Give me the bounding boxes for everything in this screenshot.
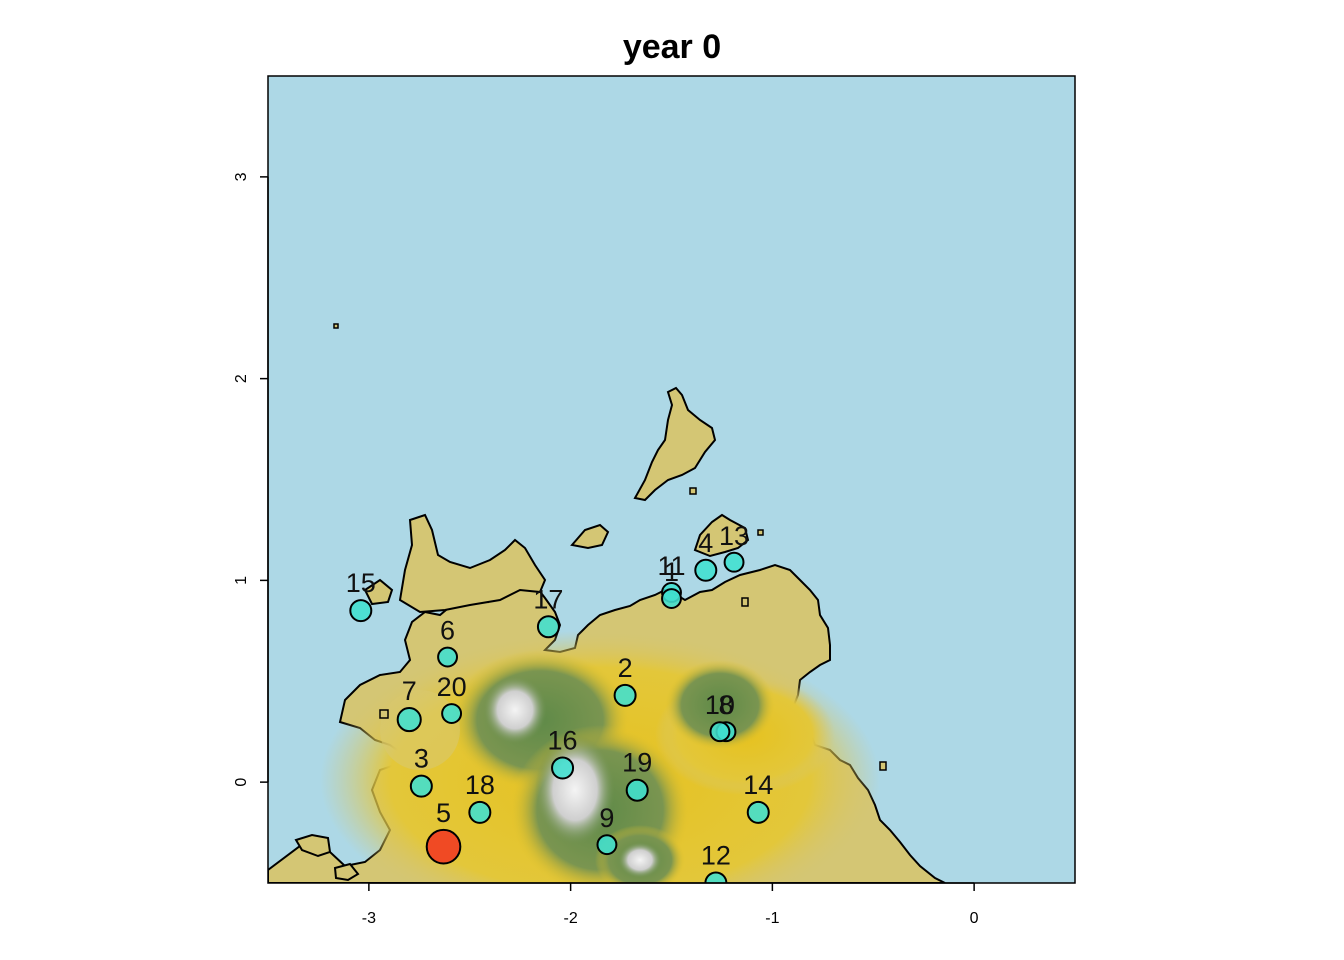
site-circle[interactable] xyxy=(625,778,649,802)
plot-area: 2 3 4 5 67 8 9 10 11 12 13 14 15 16 17 18 19 20 1 xyxy=(268,76,1075,894)
site-marker[interactable]: 3 xyxy=(409,744,433,798)
islet-g xyxy=(741,597,749,607)
site-circle[interactable] xyxy=(709,721,731,743)
plot-title: year 0 xyxy=(623,28,721,66)
site-marker[interactable]: 9 xyxy=(596,803,618,856)
site-label: 15 xyxy=(346,568,376,598)
site-label: 8 xyxy=(718,690,733,720)
x-tick-label: -3 xyxy=(362,910,376,927)
site-marker[interactable]: 15 xyxy=(346,568,376,623)
site-marker[interactable]: 5 xyxy=(425,798,462,865)
site-label: 9 xyxy=(599,803,614,833)
site-label: 19 xyxy=(622,748,652,778)
site-label: 17 xyxy=(533,584,563,614)
site-circle[interactable] xyxy=(746,800,770,824)
x-axis: -3 -2 -1 0 xyxy=(362,882,979,927)
site-circle[interactable] xyxy=(613,683,637,707)
site-circle[interactable] xyxy=(349,599,373,623)
site-marker[interactable]: 16 xyxy=(548,726,578,780)
site-label: 12 xyxy=(701,841,731,871)
site-circle[interactable] xyxy=(437,646,459,668)
site-marker[interactable]: 19 xyxy=(622,748,652,802)
y-tick-label: 2 xyxy=(233,374,250,383)
site-label: 2 xyxy=(618,653,633,683)
islet-i xyxy=(879,761,887,771)
site-marker[interactable]: 7 xyxy=(396,676,422,733)
islet-b xyxy=(294,833,332,858)
west-peninsula xyxy=(398,513,547,614)
north-island xyxy=(633,386,717,502)
islet-c xyxy=(363,578,394,606)
x-tick-label: -2 xyxy=(564,910,578,927)
site-circle[interactable] xyxy=(536,615,560,639)
site-label: 13 xyxy=(719,521,749,551)
site-marker[interactable]: 18 xyxy=(465,770,495,824)
site-circle-highlighted[interactable] xyxy=(425,828,462,865)
site-label: 18 xyxy=(465,770,495,800)
site-label: 10 xyxy=(705,690,735,720)
site-circle[interactable] xyxy=(409,774,433,798)
site-label: 1 xyxy=(664,557,679,587)
site-label: 4 xyxy=(698,528,713,558)
northeast-island xyxy=(693,513,750,558)
site-marker[interactable]: 13 xyxy=(719,521,749,573)
site-circle[interactable] xyxy=(723,551,745,573)
site-circle[interactable] xyxy=(468,800,492,824)
site-marker[interactable]: 14 xyxy=(743,770,773,824)
islet-d xyxy=(333,862,360,882)
site-circle[interactable] xyxy=(396,707,422,733)
site-circle[interactable] xyxy=(596,834,618,856)
x-tick-label: 0 xyxy=(970,910,979,927)
site-label: 5 xyxy=(436,798,451,828)
site-label: 16 xyxy=(548,726,578,756)
site-marker[interactable]: 4 xyxy=(694,528,718,582)
site-marker[interactable]: 12 xyxy=(701,841,731,894)
site-circle[interactable] xyxy=(441,703,463,724)
site-label: 3 xyxy=(414,744,429,774)
islet-f xyxy=(689,487,697,495)
islet-e xyxy=(333,323,339,329)
site-marker[interactable]: 6 xyxy=(437,616,459,668)
site-label: 7 xyxy=(402,676,417,706)
site-label: 14 xyxy=(743,770,773,800)
islet-j xyxy=(379,709,389,719)
y-tick-label: 1 xyxy=(233,576,250,585)
site-marker[interactable]: 10 xyxy=(705,690,735,743)
site-circle[interactable] xyxy=(551,756,575,780)
x-tick-label: -1 xyxy=(765,910,779,927)
y-tick-label: 0 xyxy=(233,778,250,787)
site-circle[interactable] xyxy=(661,588,682,609)
site-label: 20 xyxy=(437,672,467,702)
sites-layer: 2 3 4 5 67 8 9 10 11 12 13 14 15 16 17 18 19 20 1 xyxy=(346,521,773,894)
site-marker[interactable]: 1 xyxy=(661,557,682,609)
islet-h xyxy=(757,529,764,536)
y-tick-label: 3 xyxy=(233,172,250,181)
site-marker[interactable]: 2 xyxy=(613,653,637,707)
site-label: 11 xyxy=(657,551,685,581)
y-axis: 0 1 2 3 xyxy=(233,172,269,787)
site-label: 6 xyxy=(440,616,455,646)
site-circle[interactable] xyxy=(704,871,728,894)
site-marker[interactable]: 17 xyxy=(533,584,563,639)
islet-a xyxy=(570,523,610,550)
site-circle[interactable] xyxy=(694,558,718,582)
site-marker[interactable]: 20 xyxy=(437,672,467,724)
